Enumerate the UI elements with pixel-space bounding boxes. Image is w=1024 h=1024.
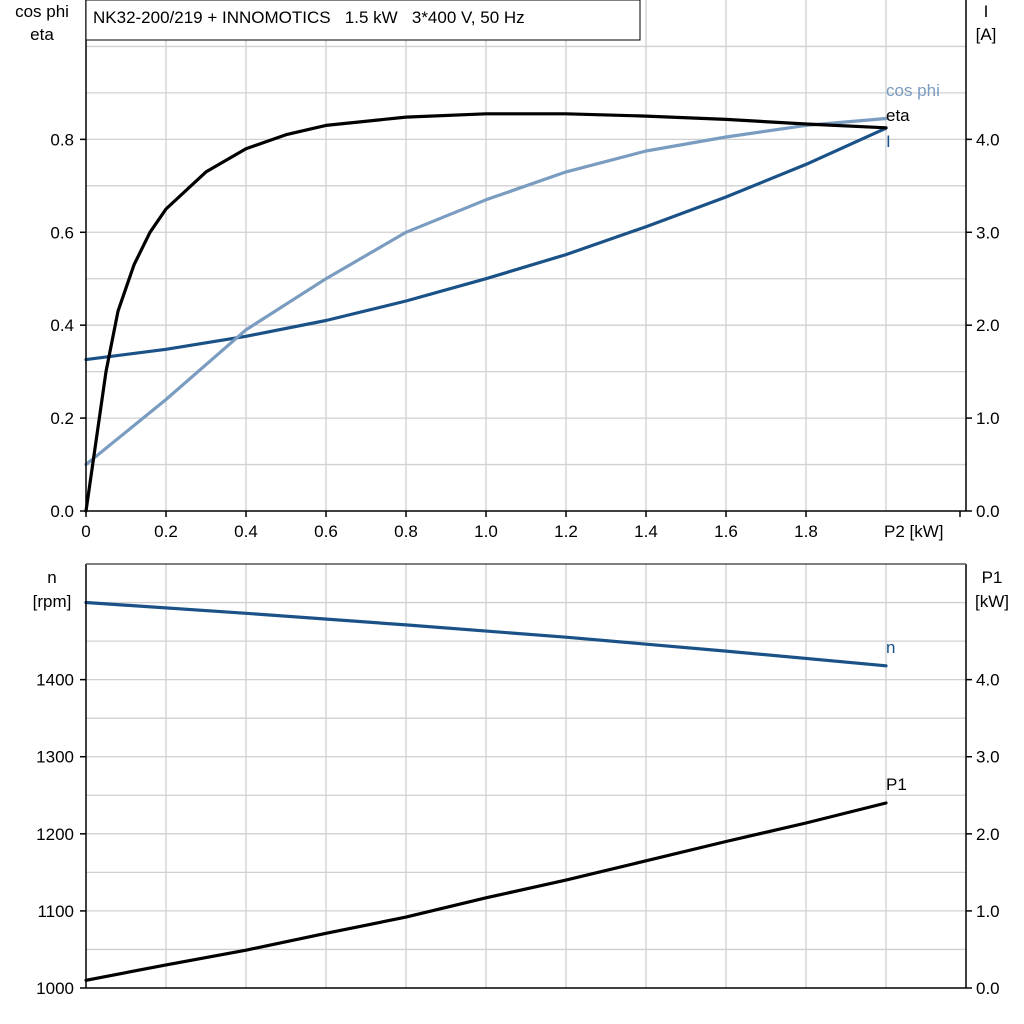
y-tick-label-left: 1400 (36, 671, 74, 690)
y-tick-label-left: 0.2 (50, 409, 74, 428)
x-tick-label: 0 (81, 522, 90, 541)
y-tick-label-left: 1200 (36, 825, 74, 844)
series-line-P1 (84, 801, 888, 982)
y-axis-label-right: P1 (982, 568, 1003, 587)
y-tick-label-right: 3.0 (976, 748, 1000, 767)
series-line-eta (84, 112, 888, 513)
y-tick-label-right: 0.0 (976, 502, 1000, 521)
y-tick-label-left: 1100 (37, 902, 74, 921)
y-tick-label-right: 2.0 (976, 316, 1000, 335)
series-line-n (84, 600, 888, 668)
y-tick-label-right: 1.0 (976, 902, 1000, 921)
x-tick-label: 0.2 (154, 522, 178, 541)
x-tick-label: 0.6 (314, 522, 338, 541)
chart-title: NK32-200/219 + INNOMOTICS 1.5 kW 3*400 V… (93, 8, 525, 27)
y-axis-label-right: [A] (976, 25, 997, 44)
y-tick-label-right: 4.0 (976, 130, 1000, 149)
series-line-cos-phi (84, 116, 888, 467)
y-tick-label-right: 4.0 (976, 671, 1000, 690)
series-label-n: n (886, 638, 895, 657)
y-axis-label-right: I (984, 2, 989, 21)
x-tick-label: 0.8 (394, 522, 418, 541)
x-tick-label: 1.8 (794, 522, 818, 541)
y-tick-label-left: 0.8 (50, 130, 74, 149)
y-axis-label-left: [rpm] (33, 592, 72, 611)
y-tick-label-right: 2.0 (976, 825, 1000, 844)
series-label-eta: eta (886, 106, 910, 125)
grid-layer (86, 0, 966, 988)
y-tick-label-left: 1300 (36, 748, 74, 767)
series-label-I: I (886, 132, 891, 151)
x-axis-label: P2 [kW] (884, 522, 944, 541)
series-line-I (84, 126, 888, 362)
y-tick-label-right: 0.0 (976, 979, 1000, 998)
title-box (85, 0, 641, 41)
y-tick-label-left: 0.6 (50, 223, 74, 242)
y-axis-label-left: n (47, 568, 56, 587)
y-tick-label-right: 3.0 (976, 223, 1000, 242)
y-axis-label-left: cos phi (15, 2, 69, 21)
axis-layer: 0.0 0.2 0.4 0.6 0.8 0.0 1.0 2.0 3.0 4.0 0 0.2 0.4 0.6… (15, 0, 1009, 998)
series-label-cos-phi: cos phi (886, 81, 940, 100)
y-tick-label-left: 0.4 (50, 316, 74, 335)
y-tick-label-right: 1.0 (976, 409, 1000, 428)
x-tick-label: 1.0 (474, 522, 498, 541)
x-tick-label: 1.4 (634, 522, 658, 541)
series-label-P1: P1 (886, 775, 907, 794)
y-tick-label-left: 0.0 (50, 502, 74, 521)
x-tick-label: 1.6 (714, 522, 738, 541)
y-tick-label-left: 1000 (36, 979, 74, 998)
y-axis-label-right: [kW] (975, 592, 1009, 611)
y-axis-label-left: eta (30, 25, 54, 44)
x-tick-label: 1.2 (554, 522, 578, 541)
x-tick-label: 0.4 (234, 522, 258, 541)
